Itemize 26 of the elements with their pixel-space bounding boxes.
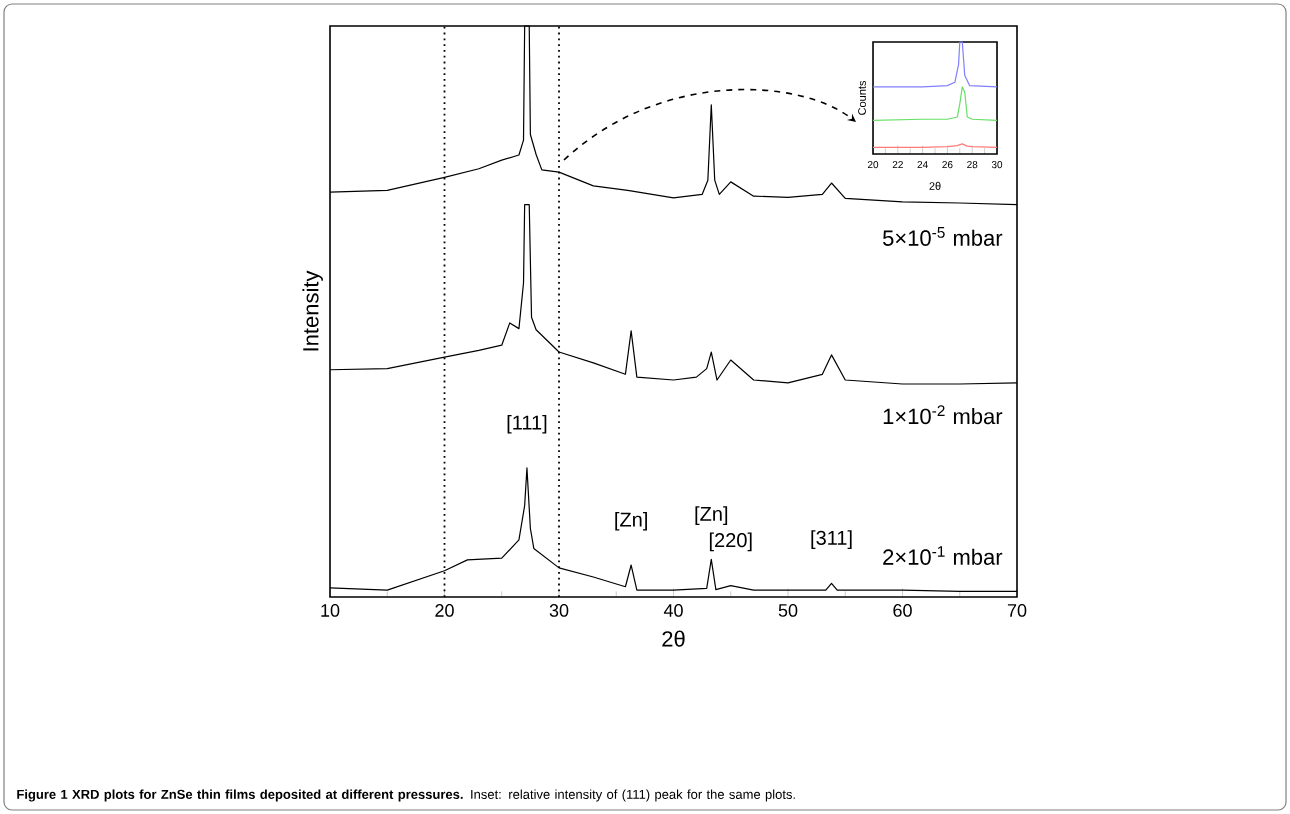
annotation: [111]: [507, 414, 547, 434]
annotation: [220]: [709, 532, 752, 552]
x-tick-label: 26: [942, 161, 953, 169]
x-tick-label: 10: [321, 604, 340, 617]
y-axis-title: Counts: [858, 80, 866, 115]
x-axis-title: 2θ: [929, 181, 941, 190]
x-tick-label: 70: [1007, 604, 1027, 617]
x-tick-label: 30: [991, 161, 1003, 169]
text: Figure 1 XRD plots for ZnSe thin films deposited at different pressures. Inset: relative intensity of (111) peak for the same plots.: [17, 789, 795, 802]
series-label: 2×10$^{-1}$ mbar: [883, 546, 1003, 565]
annotation: [Zn]: [615, 511, 647, 531]
x-tick-label: 24: [917, 161, 928, 169]
annotation: [311]: [811, 530, 852, 549]
x-tick-label: 30: [549, 604, 569, 617]
x-tick-label: 50: [778, 604, 798, 617]
x-tick-label: 22: [892, 161, 903, 169]
annotation: [Zn]: [695, 506, 728, 525]
y-axis-title: Intensity: [302, 270, 323, 351]
x-tick-label: 40: [663, 604, 683, 617]
x-tick-label: 20: [435, 604, 454, 617]
x-tick-label: 60: [893, 604, 912, 617]
series-label: 1×10$^{-2}$ mbar: [883, 405, 1003, 425]
x-tick-label: 28: [967, 161, 978, 169]
x-axis-title: 2θ: [662, 630, 685, 647]
series-label: 5×10$^{-5}$ mbar: [883, 227, 1003, 246]
x-tick-label: 20: [867, 161, 879, 169]
